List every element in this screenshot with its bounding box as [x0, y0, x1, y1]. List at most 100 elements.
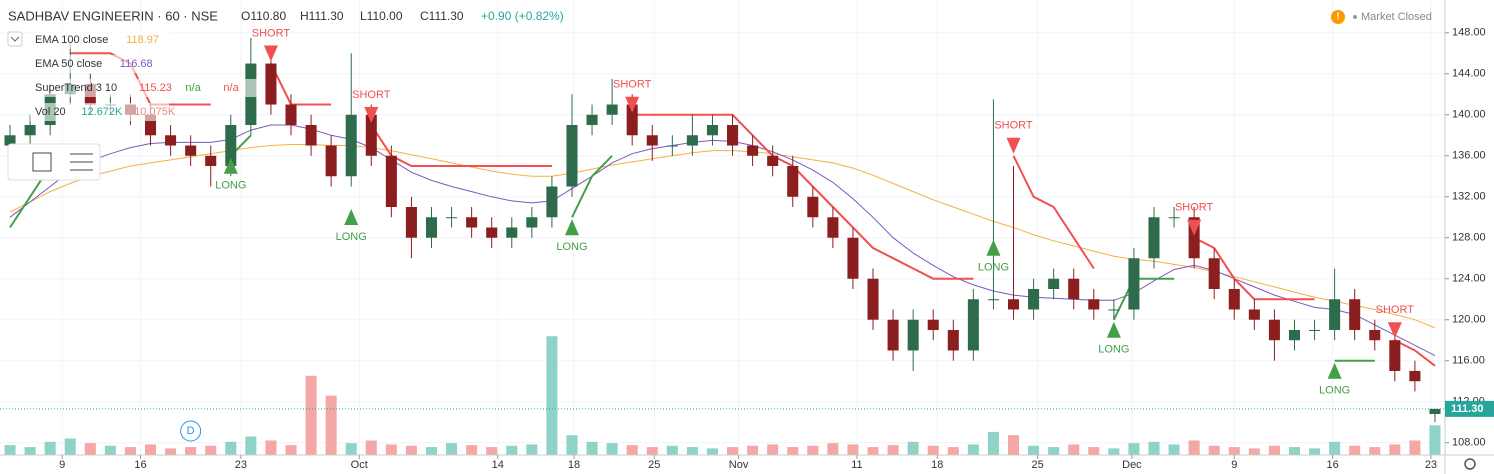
candle-body — [546, 186, 558, 218]
candle-body — [1068, 278, 1080, 300]
candle-body — [887, 319, 899, 351]
legend-value: 116.68 — [120, 58, 153, 70]
candle-body — [1429, 408, 1441, 415]
volume-bar — [1168, 444, 1180, 455]
y-tick-label: 116.00 — [1452, 355, 1485, 367]
volume-bar — [1248, 448, 1260, 455]
x-tick-label: Oct — [351, 459, 368, 471]
x-tick-label: 23 — [235, 459, 247, 471]
long-arrow — [1327, 362, 1342, 379]
candle-body — [1389, 340, 1401, 371]
candle-body — [586, 114, 598, 126]
legend-name: EMA 100 close — [35, 34, 108, 46]
candle-body — [405, 207, 417, 238]
volume-bar — [1389, 444, 1401, 455]
candle-body — [1148, 217, 1160, 259]
candle-body — [987, 299, 999, 301]
volume-bar — [446, 443, 458, 455]
volume-bar — [145, 444, 157, 455]
short-arrow — [625, 96, 640, 113]
candle-body — [767, 155, 779, 167]
candle-body — [1409, 370, 1421, 382]
candle-body — [686, 135, 698, 146]
plot-layer — [4, 37, 1441, 423]
volume-bar — [165, 448, 177, 455]
candle-body — [967, 299, 979, 351]
short-label: SHORT — [1376, 304, 1415, 316]
volume-bar — [1309, 448, 1321, 455]
volume-bar — [104, 445, 116, 455]
legend-extra: n/a — [185, 82, 201, 94]
candle-body — [787, 166, 799, 197]
volume-bar — [365, 440, 377, 455]
volume-bar — [285, 445, 297, 455]
volume-bar — [847, 444, 859, 455]
volume-bar — [767, 444, 779, 455]
candle-body — [1007, 299, 1020, 310]
long-arrow — [223, 157, 238, 174]
candle-body — [1088, 299, 1100, 310]
long-arrow — [344, 209, 359, 226]
volume-bar — [586, 441, 598, 455]
volume-bar — [225, 441, 237, 455]
candle-body — [385, 155, 397, 208]
volume-bar — [185, 447, 197, 455]
volume-bar — [64, 438, 76, 455]
legend-name: SuperTrend 3 10 — [35, 82, 117, 94]
candle-body — [666, 145, 678, 147]
volume-bar — [44, 441, 56, 455]
volume-bar — [887, 445, 899, 455]
volume-bar — [325, 395, 337, 455]
long-arrow — [1106, 321, 1121, 338]
supertrend-up-line — [9, 134, 1375, 362]
ohlc-close: C111.30 — [420, 9, 464, 23]
short-arrow — [1006, 137, 1021, 154]
volume-bar — [1148, 441, 1160, 455]
candle-body — [646, 135, 658, 146]
short-label: SHORT — [252, 27, 291, 39]
candle-body — [466, 217, 478, 228]
y-tick-label: 128.00 — [1452, 232, 1486, 244]
legend-extra: 10.075K — [134, 106, 176, 118]
volume-bar — [1028, 445, 1040, 455]
legend-row-bg — [30, 55, 166, 73]
volume-bar — [626, 445, 638, 455]
candle-body — [706, 125, 718, 136]
short-label: SHORT — [1175, 202, 1214, 214]
ohlc-low: L110.00 — [360, 9, 403, 23]
volume-bar — [706, 448, 718, 455]
legend-value: 12.672K — [81, 106, 123, 118]
long-label: LONG — [978, 262, 1009, 274]
legend-row-bg — [30, 103, 169, 121]
volume-bar — [84, 443, 96, 455]
y-tick-label: 124.00 — [1452, 273, 1486, 285]
candle-body — [526, 217, 538, 228]
y-tick-label: 140.00 — [1452, 109, 1486, 121]
ohlc-high: H111.30 — [300, 9, 344, 23]
short-label: SHORT — [994, 120, 1033, 132]
candle-body — [807, 196, 819, 218]
x-tick-label: 25 — [648, 459, 660, 471]
select-tool[interactable] — [32, 152, 52, 172]
legend-collapse[interactable] — [7, 31, 23, 47]
last-price-label: 111.30 — [1451, 403, 1483, 415]
candle-body — [145, 114, 157, 136]
volume-bar — [807, 445, 819, 455]
ohlc-open: O110.80 — [241, 9, 286, 23]
legend: EMA 100 close 118.97 EMA 50 close 116.68Sup… — [30, 31, 263, 121]
volume-bar — [1329, 441, 1341, 455]
status-dot — [1353, 15, 1357, 19]
y-tick-label: 136.00 — [1452, 150, 1486, 162]
candle-body — [205, 155, 217, 167]
short-arrow — [1387, 322, 1402, 339]
menu-tool[interactable] — [70, 153, 93, 171]
candle-body — [1349, 299, 1361, 330]
x-tick-label: 18 — [568, 459, 580, 471]
volume-bar — [787, 447, 799, 455]
volume-bar — [24, 447, 36, 455]
candle-body — [225, 125, 237, 167]
y-tick-label: 148.00 — [1452, 27, 1486, 39]
volume-bar — [205, 445, 217, 455]
